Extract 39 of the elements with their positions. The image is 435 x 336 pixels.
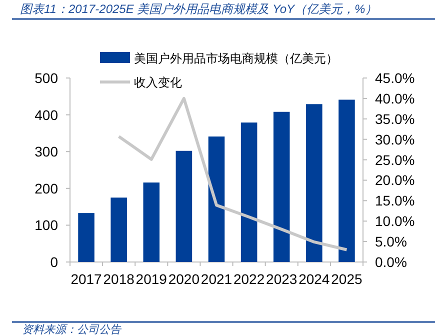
bar <box>208 136 225 262</box>
x-tick-label: 2017 <box>70 271 102 287</box>
bar <box>240 122 258 262</box>
y2-tick-label: 25.0% <box>375 152 415 168</box>
y2-tick-label: 40.0% <box>375 90 415 106</box>
y-tick-label: 400 <box>34 106 58 123</box>
x-tick-label: 2019 <box>136 271 168 287</box>
x-tick-label: 2025 <box>331 271 363 287</box>
x-tick-label: 2023 <box>266 271 298 287</box>
y2-tick-label: 0.0% <box>375 254 407 270</box>
x-tick-label: 2021 <box>200 271 232 287</box>
y-tick-label: 100 <box>34 217 58 234</box>
bar <box>306 104 322 262</box>
y2-tick-label: 5.0% <box>375 234 407 250</box>
chart-title: 图表11：2017-2025E 美国户外用品电商规模及 YoY（亿美元，%） <box>20 2 378 16</box>
y2-tick-label: 45.0% <box>375 70 415 86</box>
x-tick-label: 2022 <box>233 271 265 287</box>
y2-tick-label: 10.0% <box>375 213 415 230</box>
x-tick-label: 2018 <box>103 271 135 287</box>
bar <box>273 112 290 262</box>
bar <box>78 213 94 262</box>
y-tick-label: 200 <box>34 180 58 196</box>
y2-tick-label: 15.0% <box>375 192 415 209</box>
bar <box>143 182 160 262</box>
y2-tick-label: 35.0% <box>375 110 415 127</box>
y2-tick-label: 20.0% <box>375 172 415 188</box>
bar <box>176 150 192 262</box>
y2-tick-label: 30.0% <box>375 131 415 148</box>
text: 资料来源：公司公告 <box>22 323 122 336</box>
bar <box>110 198 127 262</box>
x-tick-label: 2024 <box>298 271 330 287</box>
y-tick-label: 0 <box>50 254 58 270</box>
y-tick-label: 500 <box>34 70 58 86</box>
y-tick-label: 300 <box>34 144 58 160</box>
bar <box>338 100 355 262</box>
legend-label: 收入变化 <box>134 76 182 90</box>
legend-label: 美国户外用品市场电商规模（亿美元） <box>134 52 338 66</box>
line-series <box>117 96 348 252</box>
x-tick-label: 2020 <box>168 271 200 287</box>
